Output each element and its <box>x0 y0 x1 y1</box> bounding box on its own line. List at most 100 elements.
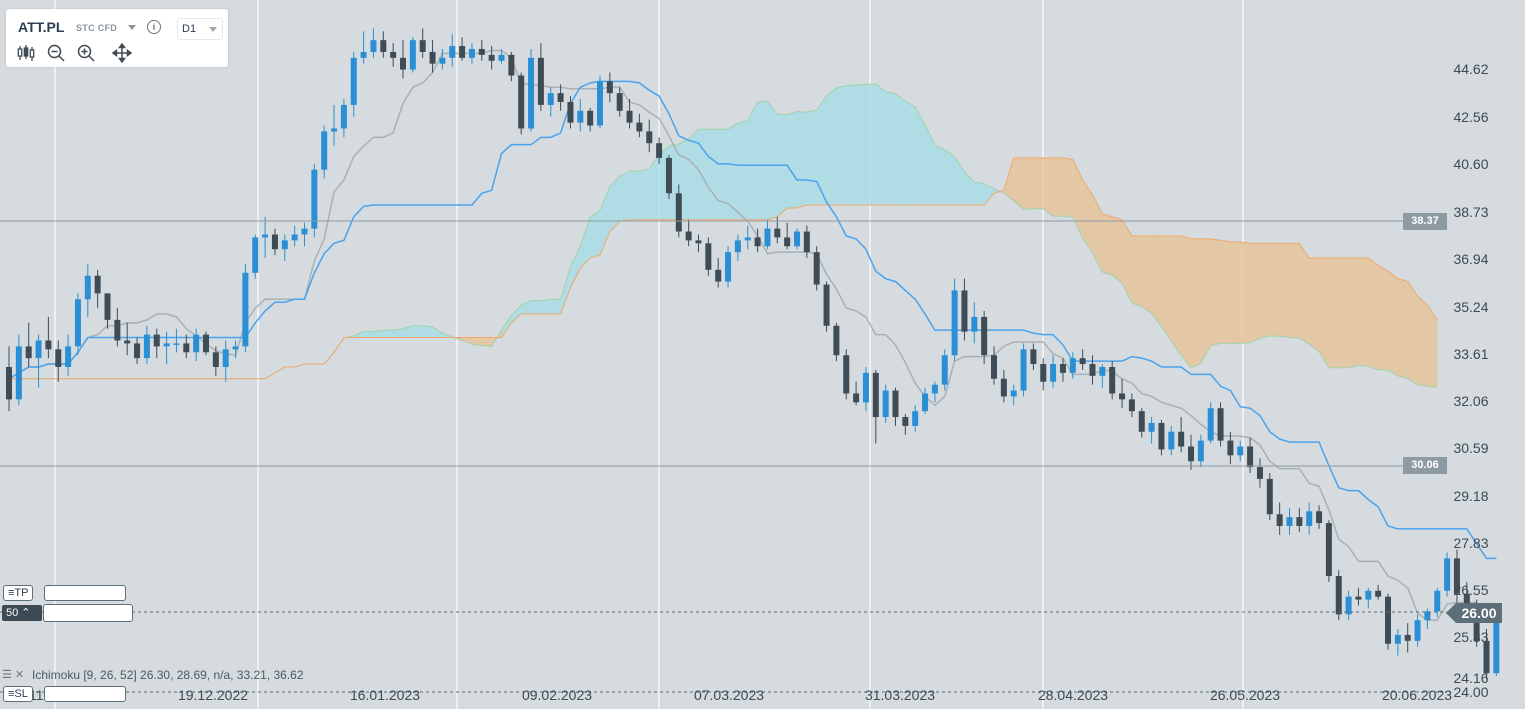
price-tick-label: 24.00 <box>1453 684 1488 700</box>
candle <box>252 234 259 279</box>
zoom-out-icon[interactable] <box>46 43 66 63</box>
candles-icon[interactable] <box>16 43 36 63</box>
tp-input[interactable] <box>44 585 126 601</box>
cloud-segment <box>1013 157 1024 210</box>
price-tick-label: 30.59 <box>1453 440 1488 456</box>
volume-button[interactable]: 50 ⌃ <box>2 605 42 621</box>
candle <box>1188 434 1194 471</box>
candle <box>1050 355 1057 388</box>
candle <box>193 328 200 362</box>
candle <box>271 228 278 256</box>
candle <box>124 322 131 356</box>
candle <box>498 48 505 64</box>
candle <box>547 87 554 117</box>
date-tick-label: 07.03.2023 <box>694 687 764 703</box>
cloud-segment <box>1338 258 1349 368</box>
level-badge-lower[interactable]: 30.06 <box>1403 457 1447 474</box>
candle <box>370 28 377 58</box>
level-badge-upper[interactable]: 38.37 <box>1403 213 1447 230</box>
instrument-type-label[interactable]: STC CFD <box>76 23 118 33</box>
cloud-segment <box>1328 258 1339 368</box>
cloud-segment <box>1250 243 1260 343</box>
indicator-settings-icon[interactable]: ☰ ✕ <box>2 669 25 681</box>
timeframe-select[interactable]: D1 <box>177 18 223 40</box>
cloud-segment <box>905 101 916 206</box>
cloud-segment <box>1171 235 1182 356</box>
cloud-segment <box>1033 157 1044 209</box>
cloud-segment <box>1112 216 1123 284</box>
cloud-segment <box>1279 243 1290 338</box>
candle <box>1030 343 1037 370</box>
candle <box>734 234 741 261</box>
info-icon[interactable]: i <box>147 20 161 34</box>
cloud-segment <box>925 124 935 206</box>
candle <box>803 225 810 259</box>
candle <box>1207 402 1214 444</box>
cloud-segment <box>836 85 847 206</box>
symbol-dropdown-icon[interactable] <box>128 25 136 30</box>
candle <box>823 281 830 332</box>
candle <box>931 381 938 403</box>
date-tick-label: 09.02.2023 <box>522 687 592 703</box>
cloud-segment <box>550 299 561 314</box>
candle <box>173 328 180 353</box>
cloud-segment <box>944 149 955 206</box>
candle <box>1444 552 1451 597</box>
sl-button[interactable]: ≡SL <box>3 686 33 702</box>
zoom-in-icon[interactable] <box>76 43 96 63</box>
candle <box>1109 361 1116 400</box>
candle <box>1375 584 1382 600</box>
cloud-segment <box>1269 243 1280 337</box>
candle <box>892 387 899 426</box>
cloud-segment <box>1151 235 1162 327</box>
volume-input[interactable] <box>44 605 132 621</box>
candle <box>1227 431 1234 465</box>
candle <box>1197 434 1204 468</box>
sl-input[interactable] <box>44 686 126 702</box>
move-icon[interactable] <box>112 43 132 63</box>
candle <box>882 384 889 423</box>
cloud-segment <box>767 101 778 220</box>
candle <box>65 334 72 376</box>
candle <box>971 302 978 344</box>
candle <box>606 72 613 102</box>
candle <box>665 154 672 200</box>
cloud-segment <box>1348 258 1359 368</box>
price-tick-label: 40.60 <box>1453 156 1488 172</box>
cloud-segment <box>698 129 709 220</box>
candle <box>1237 440 1244 462</box>
candle <box>1069 352 1076 379</box>
candle <box>961 278 968 341</box>
ichimoku-lines <box>8 49 1497 621</box>
price-tick-label: 38.73 <box>1453 204 1488 220</box>
cloud-segment <box>540 299 551 314</box>
date-tick-label: 31.03.2023 <box>865 687 935 703</box>
candle <box>203 331 209 356</box>
candle <box>311 163 318 238</box>
cloud-segment <box>984 183 994 206</box>
cloud-segment <box>1299 243 1310 345</box>
cloud-segment <box>885 91 896 206</box>
candle <box>764 219 771 250</box>
candle <box>1424 608 1431 630</box>
cloud-segment <box>1181 235 1191 368</box>
candle <box>419 28 426 58</box>
candle <box>1266 472 1273 521</box>
cloud-segment <box>974 182 985 206</box>
candle <box>1099 364 1106 388</box>
indicator-legend: Ichimoku [9, 26, 52] 26.30, 28.69, n/a, … <box>32 668 304 682</box>
symbol-label[interactable]: ATT.PL <box>18 19 65 35</box>
candle <box>1483 629 1490 680</box>
tp-button[interactable]: ≡TP <box>3 585 34 601</box>
sl-label: SL <box>14 688 28 700</box>
candle <box>557 84 564 111</box>
cloud-segment <box>1191 238 1201 368</box>
cloud-segment <box>580 217 591 269</box>
date-tick-label: 20.06.2023 <box>1382 687 1452 703</box>
candle <box>902 414 909 435</box>
volume-value: 50 <box>6 607 19 619</box>
cloud-segment <box>471 337 482 346</box>
cloud-segment <box>462 337 472 345</box>
horizontal-levels[interactable] <box>0 220 1447 693</box>
